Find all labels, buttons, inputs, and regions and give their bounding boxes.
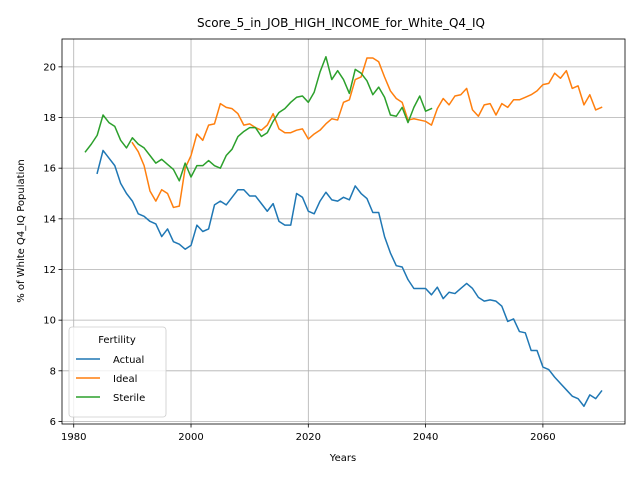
legend: Fertility Actual Ideal Sterile [69,327,166,417]
y-axis-label: % of White Q4_IQ Population [16,159,27,303]
x-tick-label: 2060 [530,432,555,443]
y-tick-label: 10 [43,316,56,327]
legend-label-ideal: Ideal [113,374,137,385]
legend-label-sterile: Sterile [113,393,145,404]
x-tick-label: 2000 [178,432,203,443]
legend-label-actual: Actual [113,355,144,366]
y-tick-label: 20 [43,62,56,73]
y-tick-label: 14 [43,214,56,225]
y-tick-label: 12 [43,265,56,276]
x-tick-label: 1980 [61,432,86,443]
x-tick-label: 2040 [413,432,438,443]
x-tick-label: 2020 [296,432,321,443]
chart-title: Score_5_in_JOB_HIGH_INCOME_for_White_Q4_… [197,16,485,30]
y-tick-label: 18 [43,113,56,124]
x-axis-label: Years [329,453,356,464]
y-tick-label: 8 [50,366,56,377]
y-tick-label: 6 [50,417,56,428]
legend-title: Fertility [98,335,136,346]
y-tick-label: 16 [43,164,56,175]
